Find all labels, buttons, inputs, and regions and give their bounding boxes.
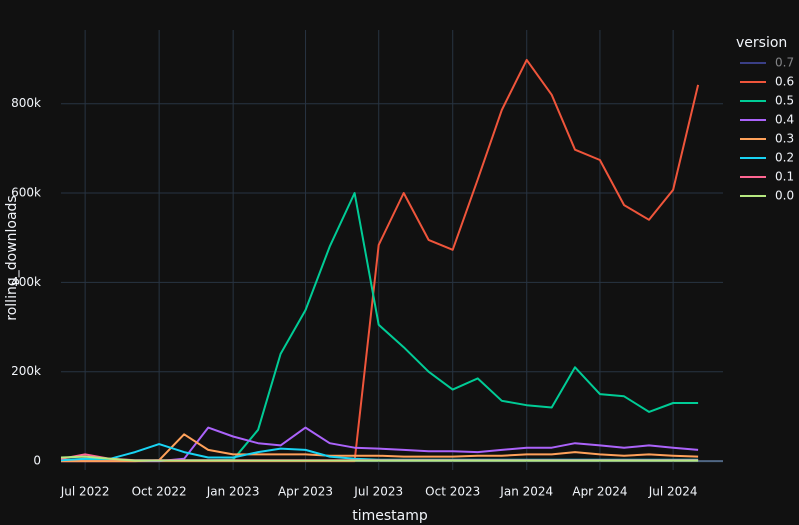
y-axis-title: rolling_downloads bbox=[4, 195, 20, 320]
series-line bbox=[61, 433, 699, 463]
legend-label: 0.1 bbox=[775, 170, 794, 184]
x-tick-label: Jul 2022 bbox=[60, 485, 110, 499]
x-tick-label: Jul 2024 bbox=[648, 485, 698, 499]
legend-label: 0.6 bbox=[775, 75, 794, 89]
legend-label: 0.2 bbox=[775, 151, 794, 165]
x-axis-title: timestamp bbox=[352, 508, 428, 524]
legend-label: 0.3 bbox=[775, 132, 794, 146]
legend-label: 0.7 bbox=[775, 56, 794, 70]
x-tick-label: Oct 2023 bbox=[425, 485, 480, 499]
x-tick-label: Jan 2024 bbox=[499, 485, 553, 499]
y-tick-label: 400k bbox=[11, 275, 41, 289]
x-tick-label: Jan 2023 bbox=[206, 485, 260, 499]
x-tick-label: Apr 2024 bbox=[572, 485, 627, 499]
legend-label: 0.5 bbox=[775, 94, 794, 108]
x-tick-label: Apr 2023 bbox=[278, 485, 333, 499]
x-tick-label: Jul 2023 bbox=[353, 485, 403, 499]
y-tick-label: 800k bbox=[11, 96, 41, 110]
legend-label: 0.0 bbox=[775, 189, 794, 203]
x-tick-label: Oct 2022 bbox=[132, 485, 187, 499]
legend-label: 0.4 bbox=[775, 113, 794, 127]
y-tick-label: 200k bbox=[11, 364, 41, 378]
y-tick-label: 600k bbox=[11, 186, 41, 200]
series-line bbox=[60, 455, 699, 462]
legend-title: version bbox=[736, 35, 787, 51]
y-tick-label: 0 bbox=[33, 454, 41, 468]
